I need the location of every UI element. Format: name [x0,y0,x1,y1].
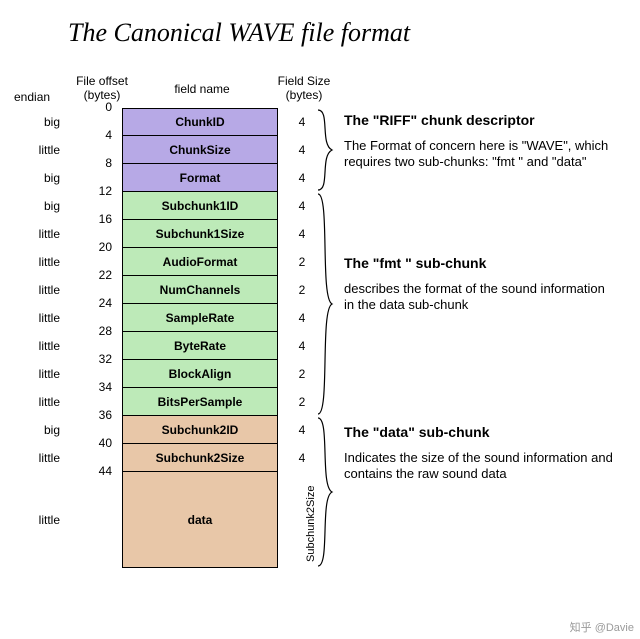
field-cell: ChunkSize [122,136,278,164]
field-size: 4 [290,339,314,353]
endian-label: big [0,423,60,437]
field-name: Subchunk1Size [156,227,245,241]
wave-format-diagram: big0ChunkID4little4ChunkSize4big8Format4… [0,108,640,568]
field-cell: SampleRate [122,304,278,332]
field-name: SampleRate [166,311,235,325]
field-cell: Format [122,164,278,192]
endian-label: little [0,143,60,157]
offset-label: 32 [76,352,112,366]
offset-label: 28 [76,324,112,338]
endian-label: little [0,227,60,241]
field-name: ChunkSize [169,143,230,157]
subchunk2size-label: Subchunk2Size [305,478,317,562]
field-size: 4 [290,199,314,213]
offset-label: 20 [76,240,112,254]
offset-label: 34 [76,380,112,394]
field-name: data [188,513,213,527]
field-size: 2 [290,283,314,297]
group-title: The "data" sub-chunk [344,424,614,440]
header-size: Field Size (bytes) [272,74,336,103]
endian-label: little [0,311,60,325]
field-cell: BitsPerSample [122,388,278,416]
field-size: 4 [290,311,314,325]
endian-label: little [0,513,60,527]
field-cell: Subchunk2Size [122,444,278,472]
endian-label: big [0,171,60,185]
field-size: 4 [290,115,314,129]
group-text: The Format of concern here is "WAVE", wh… [344,138,614,171]
field-name: BitsPerSample [158,395,243,409]
endian-label: big [0,115,60,129]
field-name: ByteRate [174,339,226,353]
field-size: 2 [290,367,314,381]
field-size: 4 [290,451,314,465]
offset-label: 24 [76,296,112,310]
group-description: The "RIFF" chunk descriptor The Format of… [344,112,614,171]
offset-label: 40 [76,436,112,450]
endian-label: little [0,283,60,297]
offset-label: 22 [76,268,112,282]
group-description: The "data" sub-chunk Indicates the size o… [344,424,614,483]
field-size: 2 [290,255,314,269]
header-offset: File offset (bytes) [72,74,132,103]
field-size: 4 [290,227,314,241]
group-description: The "fmt " sub-chunk describes the format… [344,255,614,314]
offset-label: 36 [76,408,112,422]
header-endian: endian [14,90,64,104]
offset-label: 44 [76,464,112,478]
field-cell: Subchunk1Size [122,220,278,248]
group-text: describes the format of the sound inform… [344,281,614,314]
field-cell: data [122,472,278,568]
field-name: Format [180,171,221,185]
field-name: BlockAlign [169,367,232,381]
field-size: 4 [290,171,314,185]
endian-label: little [0,255,60,269]
offset-label: 16 [76,212,112,226]
header-field: field name [152,82,252,96]
table-row: little44data [0,472,640,568]
group-text: Indicates the size of the sound informat… [344,450,614,483]
field-name: AudioFormat [163,255,238,269]
field-size: 2 [290,395,314,409]
offset-label: 4 [76,128,112,142]
endian-label: little [0,367,60,381]
offset-label: 0 [76,100,112,114]
endian-label: little [0,395,60,409]
field-cell: ByteRate [122,332,278,360]
field-name: Subchunk2ID [162,423,239,437]
group-title: The "fmt " sub-chunk [344,255,614,271]
watermark: 知乎 @Davie [570,619,634,635]
field-cell: ChunkID [122,108,278,136]
field-name: NumChannels [160,283,241,297]
page-title: The Canonical WAVE file format [68,18,410,48]
offset-label: 12 [76,184,112,198]
field-name: ChunkID [175,115,224,129]
field-cell: Subchunk2ID [122,416,278,444]
field-size: 4 [290,143,314,157]
group-title: The "RIFF" chunk descriptor [344,112,614,128]
field-cell: NumChannels [122,276,278,304]
field-cell: Subchunk1ID [122,192,278,220]
field-name: Subchunk1ID [162,199,239,213]
field-cell: BlockAlign [122,360,278,388]
endian-label: little [0,339,60,353]
field-name: Subchunk2Size [156,451,245,465]
field-size: 4 [290,423,314,437]
field-cell: AudioFormat [122,248,278,276]
offset-label: 8 [76,156,112,170]
endian-label: big [0,199,60,213]
endian-label: little [0,451,60,465]
